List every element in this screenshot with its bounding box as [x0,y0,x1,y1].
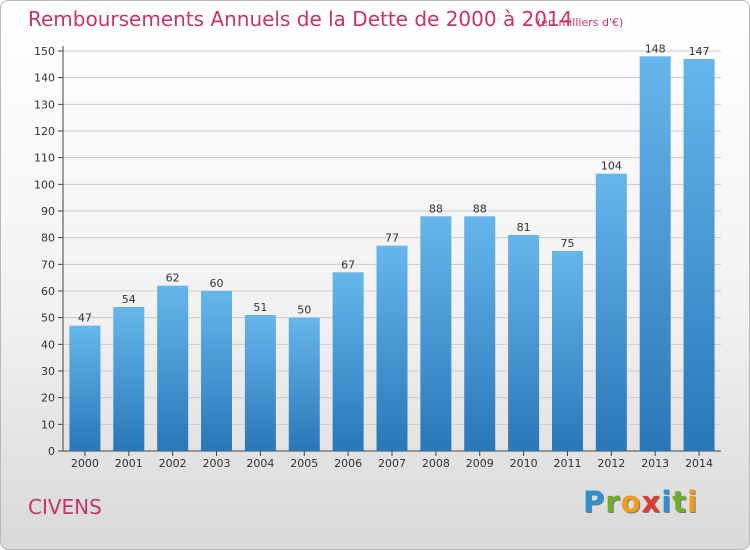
x-tick-label: 2014 [685,457,713,470]
x-tick-label: 2013 [641,457,669,470]
bar [595,173,627,451]
bar [332,272,364,451]
bar [157,285,189,451]
value-label: 77 [385,232,399,245]
y-tick-label: 80 [41,232,55,245]
chart-unit: (en milliers d'€) [537,16,624,29]
bar [508,235,540,451]
place-name: CIVENS [28,495,102,519]
y-tick-label: 150 [34,45,55,58]
value-label: 67 [341,258,355,271]
value-label: 54 [122,293,136,306]
y-tick-label: 130 [34,98,55,111]
x-tick-label: 2010 [510,457,538,470]
y-tick-label: 100 [34,178,55,191]
logo-letter: t [672,485,688,519]
bar [244,315,276,451]
y-tick-label: 10 [41,418,55,431]
value-label: 147 [689,45,710,58]
y-tick-label: 60 [41,285,55,298]
bar [69,325,101,451]
bar [376,245,408,451]
value-label: 88 [473,202,487,215]
value-label: 60 [210,277,224,290]
x-tick-label: 2004 [246,457,274,470]
bar [201,291,233,451]
logo-letter: o [620,485,642,519]
logo-letter: x [641,485,662,519]
value-label: 88 [429,202,443,215]
x-tick-label: 2000 [71,457,99,470]
value-label: 62 [166,272,180,285]
logo-letter: P [583,485,606,519]
value-label: 81 [517,221,531,234]
logo-letter: r [605,485,621,519]
value-label: 47 [78,312,92,325]
y-tick-label: 120 [34,125,55,138]
value-label: 51 [253,301,267,314]
x-tick-label: 2002 [159,457,187,470]
x-tick-label: 2003 [203,457,231,470]
x-tick-label: 2007 [378,457,406,470]
value-label: 75 [560,237,574,250]
value-label: 104 [601,160,622,173]
logo-letter: i [661,485,673,519]
y-tick-label: 90 [41,205,55,218]
bar [551,251,583,451]
y-tick-label: 40 [41,338,55,351]
x-tick-label: 2008 [422,457,450,470]
y-tick-label: 30 [41,365,55,378]
y-tick-label: 110 [34,152,55,165]
x-tick-label: 2011 [553,457,581,470]
bar [683,59,715,451]
logo-letter: i [687,485,699,519]
proxiti-logo: Proxiti [583,485,698,519]
bar [420,216,452,451]
x-tick-label: 2009 [466,457,494,470]
chart-title: Remboursements Annuels de la Dette de 20… [28,7,573,31]
value-label: 148 [645,42,666,55]
bar [113,307,145,451]
bar [639,56,671,451]
y-tick-label: 50 [41,312,55,325]
bar [288,317,320,451]
bar [464,216,496,451]
x-tick-label: 2005 [290,457,318,470]
y-tick-label: 70 [41,258,55,271]
x-tick-label: 2006 [334,457,362,470]
x-tick-label: 2012 [597,457,625,470]
y-tick-label: 140 [34,72,55,85]
y-tick-label: 20 [41,392,55,405]
y-tick-label: 0 [48,445,55,458]
value-label: 50 [297,304,311,317]
x-tick-label: 2001 [115,457,143,470]
